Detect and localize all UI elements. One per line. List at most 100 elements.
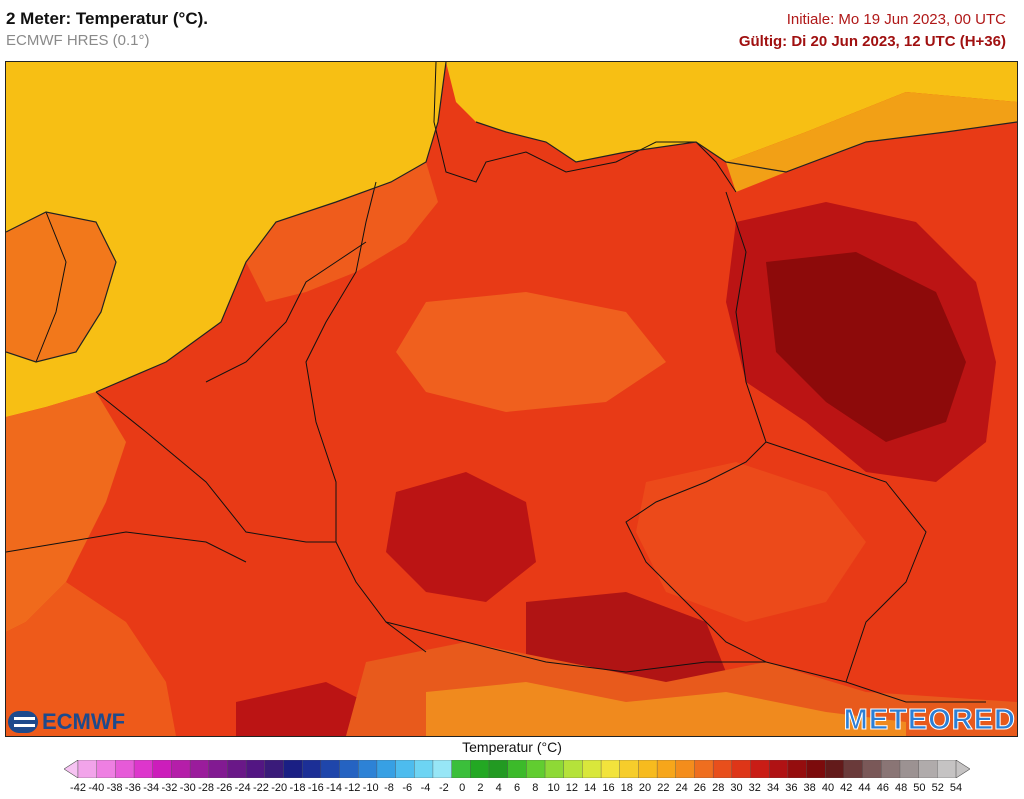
colorbar-tick-label: 20	[638, 782, 652, 794]
colorbar-cell	[208, 760, 228, 778]
colorbar-tick-label: 30	[730, 782, 743, 794]
colorbar-cell	[432, 760, 453, 778]
legend-title: Temperatur (°C)	[462, 739, 562, 755]
land-czech	[636, 462, 866, 622]
colorbar-cell	[899, 760, 920, 778]
colorbar-tick-label: -38	[106, 782, 123, 794]
colorbar-cell	[694, 760, 714, 778]
colorbar-tick-label: 6	[513, 782, 521, 794]
colorbar-tick-label: -32	[161, 782, 178, 794]
colorbar-tick-label: -10	[362, 782, 379, 794]
land-coast-warm	[246, 162, 438, 302]
colorbar-cell	[414, 760, 434, 778]
valid-time: Gültig: Di 20 Jun 2023, 12 UTC (H+36)	[738, 33, 1006, 50]
colorbar-cell	[862, 760, 882, 778]
colorbar-tick-label: -30	[179, 782, 196, 794]
header-left: 2 Meter: Temperatur (°C). ECMWF HRES (0.…	[6, 8, 208, 52]
colorbar-tick-label: 32	[748, 782, 761, 794]
colorbar-cell	[563, 760, 583, 778]
country-borders	[6, 62, 986, 703]
colorbar-cell	[488, 760, 509, 778]
colorbar-tick-label: 50	[913, 782, 926, 794]
colorbar-tick-label: 54	[949, 782, 963, 794]
colorbar-cell	[358, 760, 378, 778]
land-france-south	[6, 582, 176, 736]
land-south-hot	[236, 682, 386, 736]
colorbar-cell	[283, 760, 303, 778]
colorbar-cell	[731, 760, 752, 778]
colorbar-cell	[227, 760, 247, 778]
colorbar-cell	[470, 760, 490, 778]
colorbar-cell	[133, 760, 154, 778]
colorbar-tick-label: -36	[124, 782, 141, 794]
model-name: ECMWF HRES (0.1°)	[6, 32, 150, 49]
colorbar-tick-label: 18	[620, 782, 633, 794]
colorbar-tick-label: -18	[289, 782, 306, 794]
colorbar-tick-label: -28	[198, 782, 214, 794]
colorbar-tick-label: 48	[895, 782, 908, 794]
colorbar-tick-label: -20	[271, 782, 288, 794]
header-right: Initiale: Mo 19 Jun 2023, 00 UTC Gültig:…	[739, 9, 1006, 53]
colorbar-ticks: -42 -40 -38 -36 -34 -32 -30 -28 -26 -24 -22 -20 -18-…	[0, 781, 1024, 797]
colorbar-tick-label: -16	[307, 782, 324, 794]
colorbar-cell	[507, 760, 527, 778]
colorbar-cell	[712, 760, 733, 778]
land-central-mild	[396, 292, 666, 412]
coastlines	[6, 62, 1017, 393]
map-title: 2 Meter: Temperatur (°C).	[6, 9, 209, 28]
colorbar-cell	[825, 760, 845, 778]
colorbar-arrow-low	[64, 760, 79, 778]
colorbar-tick-label: 16	[602, 782, 615, 794]
colorbar-cell	[152, 760, 172, 778]
colorbar-tick-label: 38	[803, 782, 816, 794]
colorbar-tick-label: 0	[459, 782, 466, 794]
colorbar-tick-label: -12	[344, 782, 361, 794]
land-sw-germany-hot	[386, 472, 536, 602]
colorbar-cell	[544, 760, 565, 778]
colorbar-tick-label: -42	[70, 782, 86, 794]
colorbar-cell	[675, 760, 695, 778]
colorbar-cell	[320, 760, 341, 778]
colorbar-cell	[376, 760, 397, 778]
colorbar	[64, 760, 970, 778]
land-france-west	[6, 392, 126, 632]
colorbar-tick-label: 12	[565, 782, 578, 794]
colorbar-tick-label: 52	[931, 782, 944, 794]
colorbar-cell	[918, 760, 938, 778]
colorbar-tick-label: 22	[657, 782, 670, 794]
colorbar-tick-label: 8	[532, 782, 539, 794]
colorbar-cell	[395, 760, 415, 778]
colorbar-cell	[451, 760, 471, 778]
colorbar-cell	[843, 760, 864, 778]
colorbar-tick-label: 44	[858, 782, 871, 794]
colorbar-cell	[189, 760, 210, 778]
colorbar-cell	[171, 760, 191, 778]
ecmwf-logo: ECMWF	[8, 707, 125, 737]
colorbar-cell	[526, 760, 546, 778]
colorbar-scale	[64, 760, 970, 778]
colorbar-tick-label: 42	[840, 782, 853, 794]
colorbar-tick-label: -8	[384, 782, 394, 794]
colorbar-tick-label: -2	[438, 782, 449, 794]
colorbar-tick-label: 26	[693, 782, 707, 794]
colorbar-tick-label: -34	[143, 782, 160, 794]
meteored-logo: METEORED	[843, 704, 1016, 737]
temperature-map[interactable]	[5, 61, 1018, 737]
land-poland-very-hot	[766, 252, 966, 442]
ecmwf-mark-icon	[8, 711, 38, 733]
colorbar-tick-label: -6	[402, 782, 413, 794]
land-alps-high	[426, 682, 906, 736]
colorbar-tick-label: -24	[234, 782, 251, 794]
colorbar-tick-label: -4	[420, 782, 431, 794]
colorbar-cell	[881, 760, 901, 778]
sea-north	[6, 62, 446, 417]
colorbar-cell	[301, 760, 322, 778]
ecmwf-logo-text: ECMWF	[42, 709, 126, 734]
colorbar-tick-label: -14	[326, 782, 343, 794]
colorbar-cell	[638, 760, 658, 778]
temperature-field	[6, 62, 1017, 736]
colorbar-cell	[750, 760, 770, 778]
colorbar-cell	[619, 760, 639, 778]
colorbar-cell	[245, 760, 266, 778]
colorbar-cell	[937, 760, 957, 778]
